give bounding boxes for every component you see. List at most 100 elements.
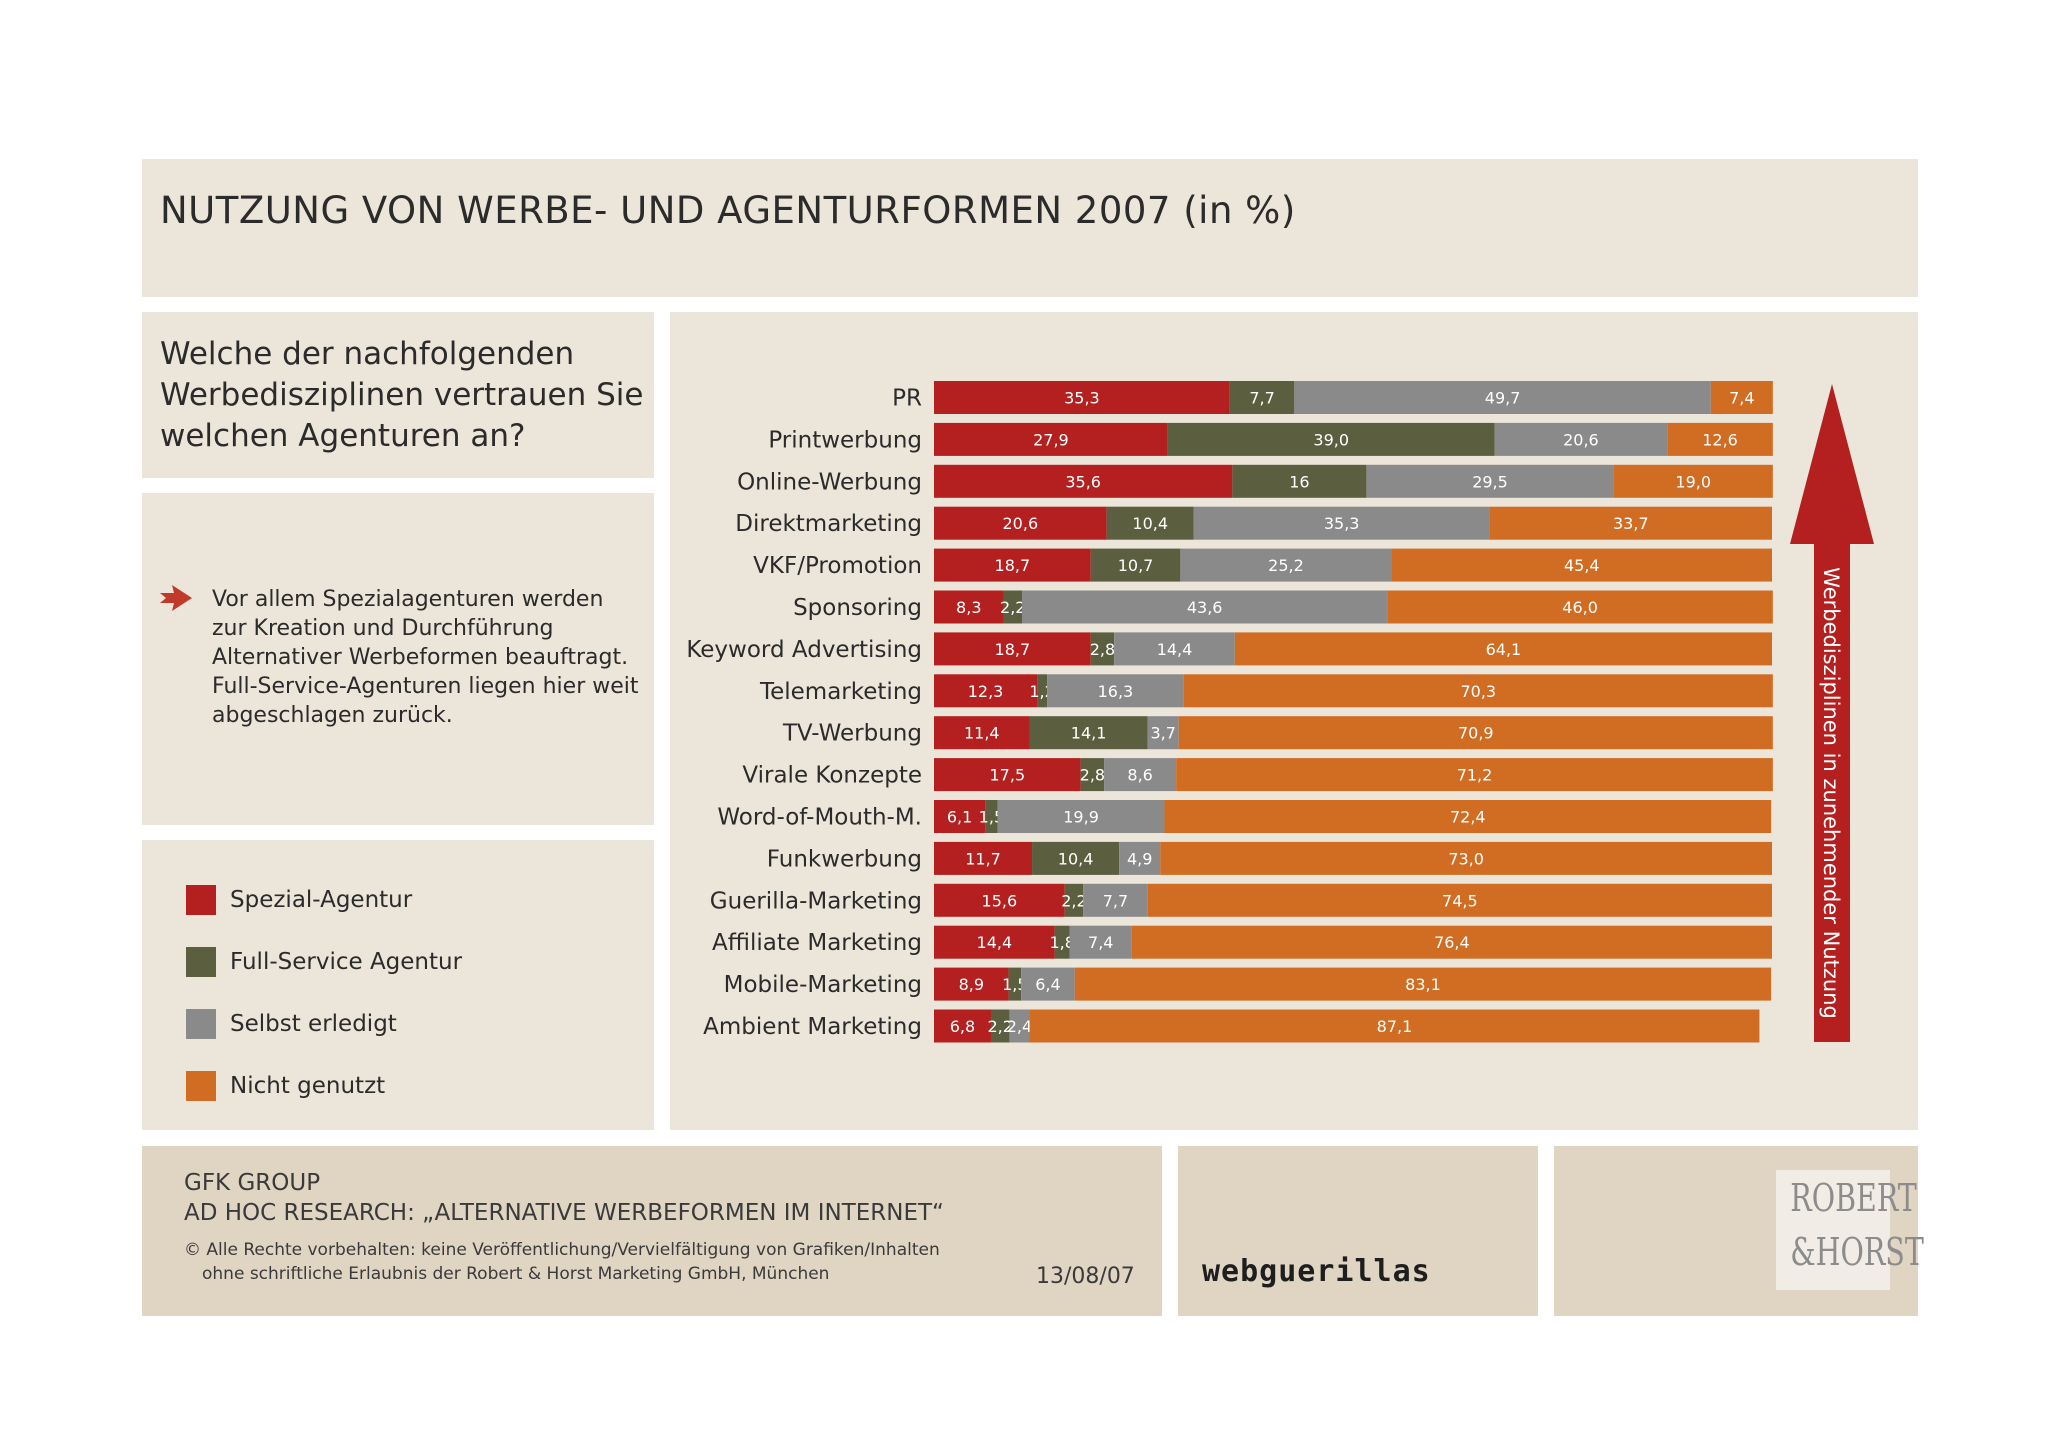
category-label: Ambient Marketing — [703, 1014, 922, 1040]
bar-segment — [1083, 883, 1148, 917]
data-label: 19,9 — [1063, 808, 1099, 827]
data-label: 70,9 — [1458, 724, 1494, 743]
category-label: Virale Konzepte — [742, 763, 922, 789]
copyright-notice: © Alle Rechte vorbehalten: keine Veröffe… — [184, 1240, 940, 1260]
legend-item-nicht-genutzt: Nicht genutzt — [186, 1070, 385, 1102]
data-label: 1,8 — [1049, 933, 1074, 952]
data-label: 6,1 — [947, 808, 972, 827]
bar-segment — [1021, 590, 1388, 624]
bar-segment — [1232, 464, 1367, 498]
arrow-annotation-text: Werbedisziplinen in zunehmender Nutzung — [1819, 567, 1843, 1019]
bar-segment — [1009, 1009, 1030, 1043]
data-label: 25,2 — [1268, 556, 1304, 575]
bar-segment — [1667, 422, 1773, 456]
bar-segment — [1710, 381, 1773, 414]
bar-segment — [1167, 422, 1495, 456]
logo-text-line1: ROBERT — [1790, 1176, 1917, 1220]
data-label: 8,9 — [959, 975, 984, 994]
data-label: 10,7 — [1118, 556, 1154, 575]
data-label: 45,4 — [1564, 556, 1600, 575]
note-panel: Vor allem Spezialagenturen werden zur Kr… — [142, 493, 654, 825]
bar-segment — [1021, 967, 1075, 1001]
data-label: 35,6 — [1065, 472, 1101, 491]
data-label: 3,7 — [1150, 724, 1175, 743]
bar-segment — [1613, 464, 1773, 498]
bar-segment — [934, 1009, 991, 1043]
data-label: 43,6 — [1187, 598, 1223, 617]
question-panel: Welche der nachfolgenden Werbediszipline… — [142, 312, 654, 478]
data-label: 83,1 — [1405, 975, 1441, 994]
data-label: 35,3 — [1064, 389, 1100, 408]
data-label: 46,0 — [1562, 598, 1598, 617]
arrow-right-icon — [160, 585, 192, 611]
bar-segment — [1178, 716, 1773, 750]
legend-item-selbst-erledigt: Selbst erledigt — [186, 1008, 397, 1040]
category-label: Guerilla-Marketing — [710, 888, 922, 914]
brand-panel: webguerillas — [1178, 1146, 1538, 1316]
data-label: 12,6 — [1702, 430, 1738, 449]
category-label: Keyword Advertising — [686, 637, 922, 663]
bar-segment — [934, 716, 1030, 750]
bar-segment — [1131, 925, 1772, 959]
bar-segment — [1003, 590, 1022, 624]
question-text: Welche der nachfolgenden Werbediszipline… — [160, 336, 644, 454]
data-label: 18,7 — [995, 556, 1031, 575]
data-label: 7,4 — [1088, 933, 1113, 952]
bar-segment — [1008, 967, 1022, 1001]
legend-swatch — [186, 885, 216, 915]
bar-segment — [934, 883, 1065, 917]
source-panel: GFK GROUP AD HOC RESEARCH: „ALTERNATIVE … — [142, 1146, 1162, 1316]
bar-segment — [990, 1009, 1010, 1043]
bar-segment — [1147, 716, 1179, 750]
source-date: 13/08/07 — [1036, 1264, 1135, 1289]
data-label: 35,3 — [1324, 514, 1360, 533]
bar-segment — [1391, 548, 1772, 582]
stacked-bar-chart: PR 35,3 7,7 49,7 7,4 Printwerbung 27,9 39,0 20,6… — [686, 381, 1874, 1043]
data-label: 39,0 — [1313, 430, 1349, 449]
bar-segment — [934, 925, 1055, 959]
bar-segment — [1064, 883, 1084, 917]
bar-segment — [1054, 925, 1070, 959]
data-label: 33,7 — [1613, 514, 1649, 533]
data-label: 72,4 — [1450, 808, 1486, 827]
category-label: TV-Werbung — [782, 721, 922, 747]
bar-segment — [934, 464, 1233, 498]
legend-label: Nicht genutzt — [230, 1073, 386, 1099]
data-label: 49,7 — [1485, 389, 1521, 408]
data-label: 74,5 — [1442, 891, 1478, 910]
data-label: 2,2 — [1000, 598, 1025, 617]
logo-text-line2: &HORST — [1790, 1230, 1924, 1274]
bar-segment — [1029, 1009, 1760, 1043]
bar-segment — [1090, 632, 1115, 666]
robert-horst-logo: ROBERT &HORST — [1776, 1170, 1924, 1290]
bar-segment — [1387, 590, 1773, 624]
legend-label: Spezial-Agentur — [230, 887, 413, 913]
legend-label: Selbst erledigt — [230, 1011, 397, 1037]
bar-segment — [1069, 925, 1132, 959]
data-label: 6,4 — [1035, 975, 1060, 994]
bar-segment — [1193, 506, 1490, 540]
data-label: 87,1 — [1377, 1017, 1413, 1036]
webguerillas-logo: webguerillas — [1202, 1254, 1431, 1289]
data-label: 14,1 — [1071, 724, 1107, 743]
data-label: 7,7 — [1103, 891, 1128, 910]
bar-segment — [1164, 800, 1772, 833]
bar-segment — [934, 548, 1091, 582]
data-label: 76,4 — [1434, 933, 1470, 952]
data-label: 8,6 — [1127, 766, 1152, 785]
category-label: Telemarketing — [759, 679, 922, 705]
bar-segment — [1119, 841, 1161, 875]
data-label: 7,7 — [1249, 389, 1274, 408]
bar-segment — [1176, 758, 1773, 792]
bar-segment — [1047, 674, 1184, 708]
category-label: Printwerbung — [768, 427, 922, 453]
bar-segment — [1104, 758, 1177, 792]
bar-segment — [1114, 632, 1235, 666]
data-label: 8,3 — [956, 598, 981, 617]
bar-segment — [934, 800, 986, 833]
data-label: 2,2 — [1061, 891, 1086, 910]
category-label: Direktmarketing — [735, 511, 922, 537]
legend-swatch — [186, 947, 216, 977]
data-label: 6,8 — [950, 1017, 975, 1036]
bar-segment — [934, 967, 1009, 1001]
